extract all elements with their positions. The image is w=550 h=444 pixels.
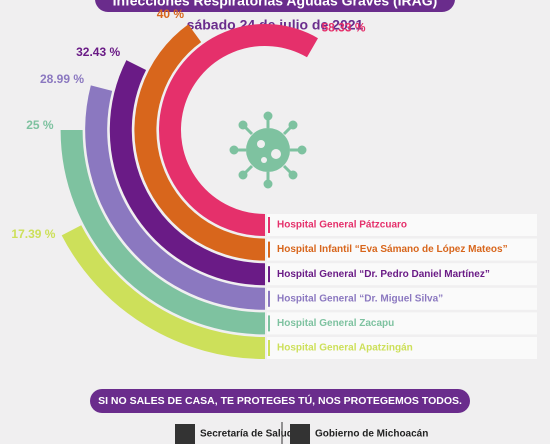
legend-row: [267, 312, 537, 335]
radial-chart: 58.33 % Hospital General Pátzcuaro 40 % Hos…: [11, 7, 537, 359]
value-label: 25 %: [26, 118, 54, 132]
legend-row: [267, 263, 537, 286]
legend-row: [267, 287, 537, 310]
legend-label: Hospital Infantil “Eva Sámano de López M…: [277, 244, 508, 255]
arc-bar: [61, 225, 266, 359]
legend-label: Hospital General Apatzingán: [277, 343, 413, 354]
value-label: 58.33 %: [321, 20, 365, 34]
arc-bar: [109, 60, 266, 286]
title-banner: [95, 0, 455, 12]
logo-text: Secretaría de Salud: [200, 429, 293, 440]
virus-icon: [229, 111, 307, 189]
logo-shield: [290, 424, 310, 444]
legend-label: Hospital General “Dr. Miguel Silva”: [277, 293, 443, 304]
legend-row: [267, 337, 537, 359]
slogan-pill: [90, 389, 470, 413]
chart-title: Infecciones Respiratorias Agudas Graves …: [113, 0, 438, 9]
legend-label: Hospital General Pátzcuaro: [277, 220, 407, 231]
arc-bar: [159, 24, 318, 236]
legend-label: Hospital General Zacapu: [277, 318, 394, 329]
slogan: SI NO SALES DE CASA, TE PROTEGES TÚ, NOS…: [98, 394, 462, 407]
value-label: 28.99 %: [40, 72, 84, 86]
value-label: 40 %: [157, 7, 185, 21]
logo-shield: [175, 424, 195, 444]
arc-bar: [85, 85, 266, 310]
logo-text: Gobierno de Michoacán: [315, 429, 428, 440]
value-label: 17.39 %: [11, 227, 55, 241]
legend-row: [267, 214, 537, 236]
arc-bar: [60, 129, 266, 335]
legend-label: Hospital General “Dr. Pedro Daniel Martí…: [277, 269, 490, 280]
value-label: 32.43 %: [76, 45, 120, 59]
legend-row: [267, 238, 537, 261]
arc-bar: [134, 24, 266, 261]
